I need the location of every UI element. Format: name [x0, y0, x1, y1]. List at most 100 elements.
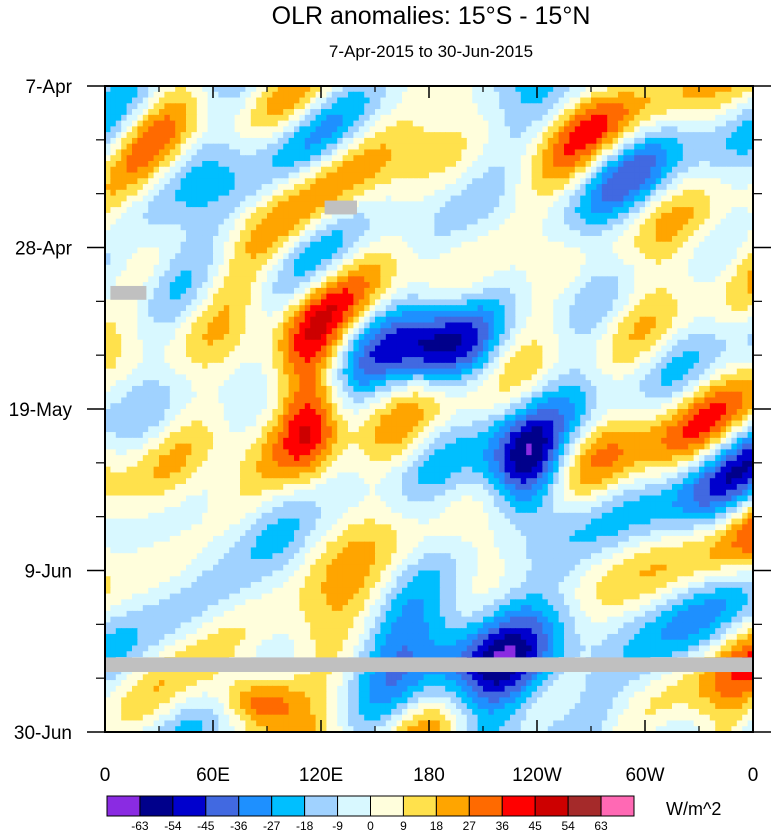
heatmap-cell	[682, 137, 689, 145]
heatmap-cell	[175, 310, 182, 318]
heatmap-cell	[342, 184, 349, 191]
heatmap-cell	[223, 282, 230, 289]
heatmap-cell	[132, 166, 138, 174]
heatmap-cell	[655, 103, 662, 110]
heatmap-cell	[294, 166, 300, 174]
heatmap-cell	[202, 166, 209, 174]
heatmap-cell	[639, 143, 646, 151]
heatmap-cell	[369, 184, 376, 191]
heatmap-cell	[655, 109, 662, 116]
heatmap-cell	[645, 114, 651, 122]
heatmap-cell	[461, 264, 468, 272]
heatmap-cell	[672, 126, 678, 133]
heatmap-cell	[553, 86, 560, 93]
heatmap-cell	[148, 143, 155, 151]
heatmap-cell	[240, 103, 246, 110]
heatmap-cell	[504, 155, 511, 162]
heatmap-cell	[342, 287, 349, 295]
heatmap-cell	[628, 270, 635, 277]
heatmap-cell	[645, 143, 651, 151]
heatmap-cell	[218, 160, 225, 168]
heatmap-cell	[304, 310, 311, 318]
heatmap-cell	[369, 253, 376, 260]
heatmap-cell	[612, 253, 619, 260]
heatmap-cell	[180, 97, 187, 104]
heatmap-cell	[294, 293, 300, 301]
heatmap-cell	[418, 287, 425, 295]
heatmap-cell	[321, 155, 327, 162]
heatmap-cell	[504, 299, 511, 306]
heatmap-cell	[742, 259, 749, 266]
heatmap-cell	[510, 264, 516, 272]
heatmap-cell	[364, 166, 371, 174]
heatmap-cell	[639, 160, 646, 168]
heatmap-cell	[423, 316, 430, 324]
heatmap-cell	[731, 293, 738, 301]
heatmap-cell	[499, 310, 506, 318]
heatmap-cell	[304, 160, 311, 168]
heatmap-cell	[423, 218, 430, 226]
heatmap-cell	[110, 299, 117, 306]
heatmap-cell	[240, 86, 246, 93]
heatmap-cell	[407, 149, 414, 156]
heatmap-cell	[736, 230, 743, 237]
heatmap-cell	[148, 184, 155, 191]
heatmap-cell	[742, 143, 749, 151]
heatmap-cell	[191, 230, 198, 237]
heatmap-cell	[726, 212, 732, 220]
heatmap-cell	[677, 132, 684, 139]
heatmap-cell	[677, 224, 684, 231]
heatmap-cell	[121, 212, 128, 220]
heatmap-cell	[218, 86, 225, 93]
heatmap-cell	[256, 132, 263, 139]
heatmap-cell	[375, 241, 381, 249]
heatmap-cell	[364, 97, 371, 104]
heatmap-cell	[531, 184, 538, 191]
heatmap-cell	[747, 241, 753, 249]
heatmap-cell	[175, 230, 182, 237]
heatmap-cell	[331, 120, 338, 127]
heatmap-cell	[164, 195, 171, 202]
heatmap-cell	[607, 149, 614, 156]
heatmap-cell	[445, 172, 452, 179]
heatmap-cell	[121, 143, 128, 151]
heatmap-cell	[234, 299, 241, 306]
heatmap-cell	[202, 282, 209, 289]
heatmap-cell	[623, 91, 630, 99]
heatmap-cell	[580, 86, 587, 93]
heatmap-cell	[537, 235, 543, 243]
heatmap-cell	[342, 212, 349, 220]
heatmap-cell	[375, 207, 381, 214]
heatmap-cell	[348, 282, 354, 289]
heatmap-cell	[601, 103, 608, 110]
heatmap-cell	[580, 201, 587, 208]
heatmap-cell	[645, 287, 651, 295]
heatmap-cell	[439, 189, 446, 197]
heatmap-cell	[650, 172, 657, 179]
heatmap-cell	[358, 293, 365, 301]
heatmap-cell	[672, 235, 678, 243]
heatmap-cell	[574, 270, 581, 277]
heatmap-cell	[186, 287, 192, 295]
heatmap-cell	[704, 282, 711, 289]
heatmap-cell	[115, 195, 122, 202]
heatmap-cell	[277, 247, 284, 254]
heatmap-cell	[450, 305, 457, 312]
heatmap-cell	[601, 282, 608, 289]
heatmap-cell	[531, 293, 538, 301]
heatmap-cell	[736, 155, 743, 162]
heatmap-cell	[720, 143, 727, 151]
heatmap-cell	[510, 166, 516, 174]
heatmap-cell	[715, 218, 722, 226]
heatmap-cell	[261, 316, 268, 324]
heatmap-cell	[326, 218, 333, 226]
heatmap-cell	[191, 212, 198, 220]
heatmap-cell	[677, 299, 684, 306]
heatmap-cell	[304, 195, 311, 202]
heatmap-cell	[304, 316, 311, 324]
heatmap-cell	[132, 109, 138, 116]
heatmap-cell	[159, 184, 165, 191]
heatmap-cell	[126, 114, 133, 122]
heatmap-cell	[402, 91, 408, 99]
heatmap-cell	[504, 178, 511, 185]
